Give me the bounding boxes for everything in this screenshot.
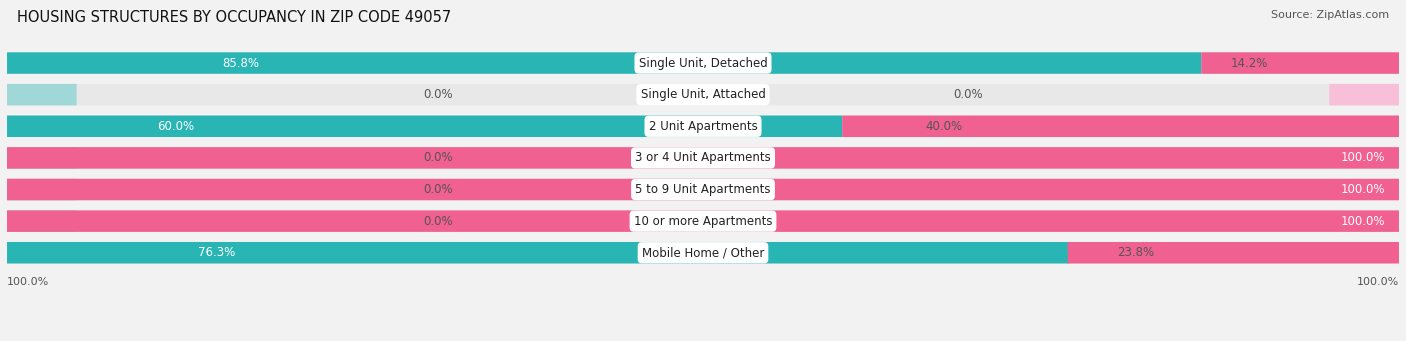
Text: 100.0%: 100.0% xyxy=(1340,183,1385,196)
Bar xyxy=(7,147,1399,169)
Text: 5 to 9 Unit Apartments: 5 to 9 Unit Apartments xyxy=(636,183,770,196)
Text: 0.0%: 0.0% xyxy=(423,183,453,196)
Bar xyxy=(842,116,1399,137)
Bar xyxy=(7,52,1201,74)
Text: 0.0%: 0.0% xyxy=(953,88,983,101)
Bar xyxy=(7,84,1399,105)
Bar xyxy=(7,147,1399,169)
Bar xyxy=(7,242,1069,264)
Bar xyxy=(7,84,77,105)
Bar xyxy=(7,52,1399,74)
Text: 100.0%: 100.0% xyxy=(1340,214,1385,228)
Bar xyxy=(7,210,1399,232)
Bar xyxy=(1201,52,1399,74)
Bar xyxy=(7,210,1399,232)
Text: 10 or more Apartments: 10 or more Apartments xyxy=(634,214,772,228)
Text: 100.0%: 100.0% xyxy=(1340,151,1385,164)
Bar xyxy=(7,242,1399,264)
Text: Source: ZipAtlas.com: Source: ZipAtlas.com xyxy=(1271,10,1389,20)
Bar xyxy=(7,147,77,169)
Bar xyxy=(1330,84,1399,105)
Text: 23.8%: 23.8% xyxy=(1118,246,1154,259)
Text: 2 Unit Apartments: 2 Unit Apartments xyxy=(648,120,758,133)
Text: 3 or 4 Unit Apartments: 3 or 4 Unit Apartments xyxy=(636,151,770,164)
Bar xyxy=(1067,242,1399,264)
Bar xyxy=(7,179,1399,200)
Text: 60.0%: 60.0% xyxy=(157,120,194,133)
Text: Single Unit, Attached: Single Unit, Attached xyxy=(641,88,765,101)
Bar xyxy=(7,116,1399,137)
Text: 40.0%: 40.0% xyxy=(925,120,963,133)
Legend: Owner-occupied, Renter-occupied: Owner-occupied, Renter-occupied xyxy=(586,338,820,341)
Text: 0.0%: 0.0% xyxy=(423,214,453,228)
Bar xyxy=(7,210,77,232)
Bar xyxy=(7,179,1399,200)
Bar xyxy=(7,116,842,137)
Text: 14.2%: 14.2% xyxy=(1232,57,1268,70)
Text: HOUSING STRUCTURES BY OCCUPANCY IN ZIP CODE 49057: HOUSING STRUCTURES BY OCCUPANCY IN ZIP C… xyxy=(17,10,451,25)
Bar xyxy=(7,179,77,200)
Text: 100.0%: 100.0% xyxy=(7,278,49,287)
Text: 0.0%: 0.0% xyxy=(423,151,453,164)
Text: 0.0%: 0.0% xyxy=(423,88,453,101)
Text: 100.0%: 100.0% xyxy=(1357,278,1399,287)
Text: 85.8%: 85.8% xyxy=(222,57,259,70)
Text: Mobile Home / Other: Mobile Home / Other xyxy=(641,246,765,259)
Text: Single Unit, Detached: Single Unit, Detached xyxy=(638,57,768,70)
Text: 76.3%: 76.3% xyxy=(198,246,235,259)
